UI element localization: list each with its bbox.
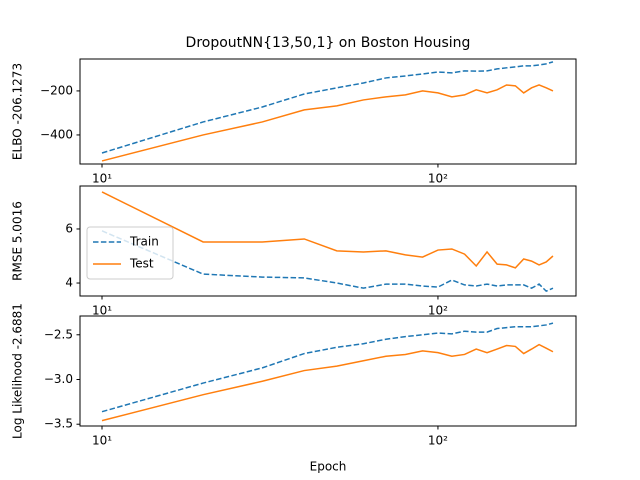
legend-label: Train [129, 235, 159, 249]
y-axis-label: Log Likelihood -2.6881 [11, 303, 25, 439]
series-line [101, 343, 554, 422]
y-tick-label: 6 [65, 221, 73, 235]
legend-label: Test [129, 257, 154, 271]
legend: Train Test [86, 226, 174, 280]
y-axis-label: ELBO -206.1273 [11, 63, 25, 160]
y-tick-label: 4 [65, 276, 73, 290]
axes-frame [79, 58, 577, 165]
series-line [101, 191, 554, 269]
legend-box [86, 226, 174, 280]
x-tick-label: 10² [428, 434, 448, 448]
y-tick-label: −3.5 [44, 417, 73, 431]
series-line [101, 322, 554, 413]
axes-frame [79, 315, 577, 427]
y-tick-label: −200 [40, 83, 73, 97]
y-tick-label: −2.5 [44, 327, 73, 341]
y-axis-label: RMSE 5.0016 [11, 201, 25, 281]
series-line [101, 84, 554, 162]
axes-frame [79, 185, 577, 297]
x-tick-label: 10² [428, 172, 448, 186]
x-tick-label: 10¹ [92, 434, 112, 448]
series-line [101, 230, 554, 293]
x-axis-label: Epoch [310, 460, 347, 474]
y-tick-label: −400 [40, 127, 73, 141]
x-tick-label: 10¹ [92, 304, 112, 318]
y-tick-label: −3.0 [44, 372, 73, 386]
series-line [101, 61, 554, 154]
x-tick-label: 10¹ [92, 172, 112, 186]
x-tick-label: 10² [428, 304, 448, 318]
chart-title: DropoutNN{13,50,1} on Boston Housing [186, 35, 471, 51]
